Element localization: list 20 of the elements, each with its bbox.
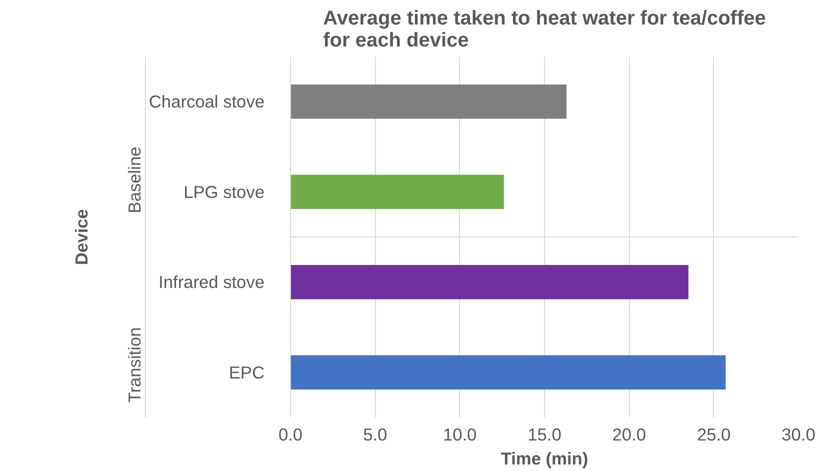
x-tick-label: 0.0 — [278, 424, 303, 444]
y-tick-label: EPC — [228, 362, 265, 382]
y-tick-label: Charcoal stove — [148, 92, 264, 112]
y-tick-label: LPG stove — [184, 182, 264, 202]
bar — [290, 264, 688, 300]
bar — [290, 84, 567, 119]
text: Baseline — [124, 146, 144, 214]
y-axis-title: Device — [72, 208, 92, 265]
x-axis-title: Time (min) — [500, 448, 588, 468]
chart-title: Average time taken to heat water for tea/coffee for each device — [323, 8, 766, 52]
x-tick-label: 10.0 — [442, 424, 477, 444]
text: Transition — [124, 327, 144, 403]
x-tick-label: 30.0 — [782, 424, 816, 444]
x-tick-label: 20.0 — [612, 424, 646, 444]
x-tick-label: 5.0 — [363, 424, 388, 444]
x-tick-label: 25.0 — [696, 424, 731, 444]
y-tick-label: Infrared stove — [158, 272, 265, 292]
bar — [290, 174, 504, 210]
x-tick-label: 15.0 — [528, 424, 562, 444]
bar — [290, 355, 726, 390]
